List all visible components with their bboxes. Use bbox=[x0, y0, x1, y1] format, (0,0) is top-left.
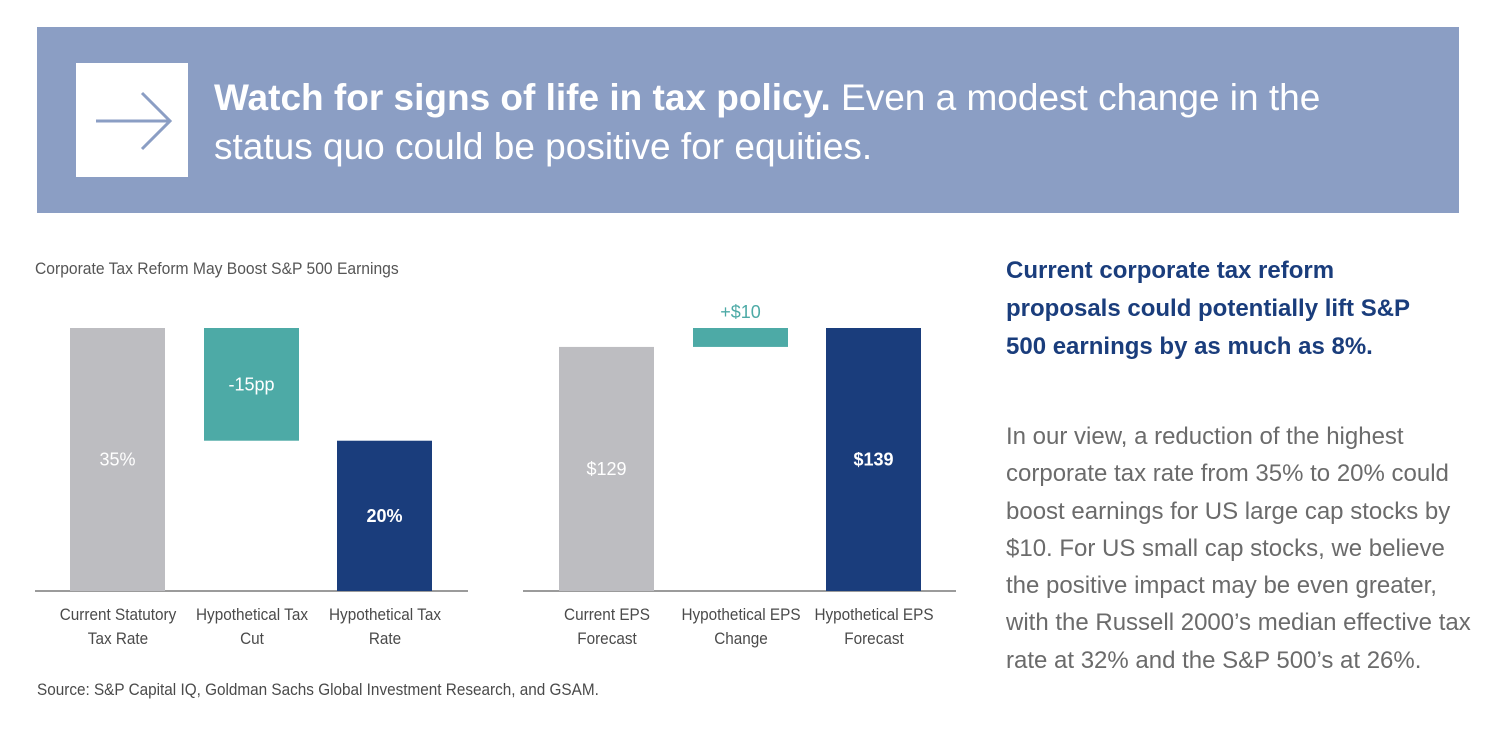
arrow-box bbox=[76, 63, 188, 177]
category-label-current-statutory-tax-rate: Current Statutory Tax Rate bbox=[59, 605, 176, 648]
category-label-hypothetical-tax-cut: Hypothetical Tax Cut bbox=[195, 605, 308, 648]
category-label-hypothetical-tax-rate: Hypothetical Tax Rate bbox=[328, 605, 441, 648]
data-label-hypothetical-eps-forecast: $139 bbox=[853, 450, 893, 470]
bar-current-eps-forecast bbox=[559, 346, 654, 591]
banner-headline: Watch for signs of life in tax policy. E… bbox=[214, 73, 1394, 171]
category-label-hypothetical-eps-change: Hypothetical EPS Change bbox=[680, 605, 801, 648]
data-label-hypothetical-tax-cut: -15pp bbox=[228, 374, 274, 394]
bar-hypothetical-tax-cut bbox=[204, 328, 299, 441]
bar-hypothetical-eps-forecast bbox=[826, 328, 921, 591]
bar-current-statutory-tax-rate bbox=[70, 328, 165, 591]
headline-bold: Watch for signs of life in tax policy. bbox=[214, 77, 831, 118]
arrow-right-icon bbox=[96, 91, 173, 151]
category-label-current-eps-forecast: Current EPS Forecast bbox=[563, 605, 650, 648]
bar-hypothetical-tax-rate bbox=[337, 440, 432, 591]
chart-title: Corporate Tax Reform May Boost S&P 500 E… bbox=[35, 259, 399, 278]
data-label-current-statutory-tax-rate: 35% bbox=[99, 450, 135, 470]
side-body: In our view, a reduction of the highest … bbox=[1006, 423, 1471, 674]
data-label-hypothetical-eps-change: +$10 bbox=[720, 302, 761, 322]
source-note: Source: S&P Capital IQ, Goldman Sachs Gl… bbox=[37, 680, 599, 699]
waterfall-charts: 35% -15pp 20% $129 +$10 $139 bbox=[35, 302, 956, 592]
data-label-current-eps-forecast: $129 bbox=[586, 459, 626, 479]
category-label-hypothetical-eps-forecast: Hypothetical EPS Forecast bbox=[813, 605, 934, 648]
header-banner: Watch for signs of life in tax policy. E… bbox=[37, 27, 1459, 213]
data-label-hypothetical-tax-rate: 20% bbox=[366, 506, 402, 526]
side-heading: Current corporate tax reform proposals c… bbox=[1006, 257, 1410, 360]
headline-rest: Even a modest change in the status quo c… bbox=[214, 77, 1321, 167]
bar-hypothetical-eps-change bbox=[693, 328, 788, 347]
